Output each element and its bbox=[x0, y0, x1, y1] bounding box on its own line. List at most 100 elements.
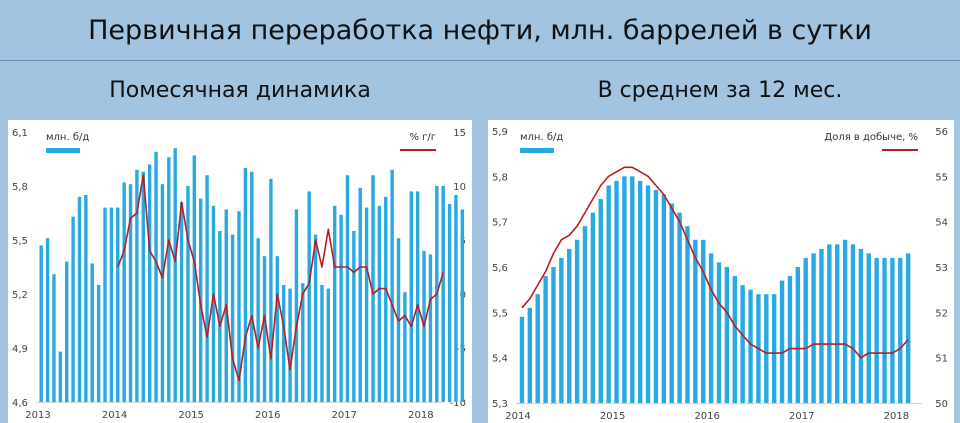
x-tick-label: 2017 bbox=[789, 411, 814, 422]
bar bbox=[84, 195, 88, 402]
bar bbox=[795, 267, 801, 403]
bar bbox=[874, 257, 879, 403]
bar bbox=[827, 244, 832, 403]
y-left-tick-label: 5,5 bbox=[12, 236, 28, 247]
bar bbox=[179, 202, 184, 402]
bar bbox=[154, 151, 158, 402]
right-subtitle: В среднем за 12 мес. bbox=[597, 77, 843, 103]
legend-bar-label: млн. б/д bbox=[520, 132, 563, 143]
bar bbox=[390, 169, 394, 402]
bar bbox=[590, 212, 596, 403]
bar bbox=[543, 276, 548, 403]
bar bbox=[622, 176, 627, 403]
y-left-tick-label: 6,1 bbox=[12, 128, 28, 139]
y-right-tick-label: -10 bbox=[450, 398, 466, 409]
bar bbox=[218, 231, 222, 402]
bar bbox=[447, 204, 452, 402]
bar bbox=[519, 316, 525, 403]
x-tick-label: 2013 bbox=[25, 410, 50, 421]
bar bbox=[567, 248, 572, 403]
left-subtitle: Помесячная динамика bbox=[109, 77, 371, 103]
bar bbox=[787, 276, 793, 403]
y-right-tick-label: 53 bbox=[935, 263, 948, 274]
y-left-tick-label: 5,8 bbox=[12, 182, 28, 193]
bar bbox=[45, 238, 50, 402]
y-left-tick-label: 5,8 bbox=[492, 172, 508, 183]
x-tick-label: 2018 bbox=[408, 410, 433, 421]
bar bbox=[288, 288, 292, 402]
bar bbox=[135, 169, 139, 402]
y-right-tick-label: 54 bbox=[935, 218, 948, 229]
page-title: Первичная переработка нефти, млн. баррел… bbox=[0, 0, 960, 61]
bar bbox=[58, 351, 63, 402]
bar bbox=[339, 214, 343, 402]
bar bbox=[819, 248, 824, 403]
bar bbox=[614, 180, 619, 403]
bar bbox=[771, 294, 777, 403]
bar bbox=[103, 207, 107, 402]
legend-line-label: Доля в добыче, % bbox=[824, 132, 918, 143]
line-series bbox=[117, 174, 444, 382]
y-right-tick-label: 51 bbox=[935, 354, 948, 365]
bar bbox=[677, 212, 682, 403]
bar bbox=[811, 253, 816, 403]
bar bbox=[905, 253, 911, 403]
bar bbox=[167, 157, 171, 402]
bar bbox=[428, 254, 433, 402]
bar bbox=[237, 211, 241, 402]
y-left-tick-label: 5,6 bbox=[492, 263, 508, 274]
bar bbox=[65, 261, 69, 402]
bar bbox=[582, 226, 588, 403]
monthly-chart-panel: 6,15,85,55,24,94,6151050-5-1020132014201… bbox=[8, 120, 472, 423]
bar bbox=[71, 216, 75, 402]
bar bbox=[559, 257, 564, 403]
y-left-tick-label: 5,2 bbox=[12, 290, 28, 301]
bar bbox=[403, 292, 407, 402]
bar bbox=[173, 148, 177, 402]
x-tick-label: 2016 bbox=[694, 411, 719, 422]
x-tick-label: 2015 bbox=[178, 410, 203, 421]
bar bbox=[269, 178, 273, 402]
bar bbox=[779, 280, 785, 403]
bar bbox=[301, 283, 305, 402]
average-chart: 5,9 5,8 5,7 5,6 5,5 5,4 5,3 56 55 54 53 52 51 50 2014 2… bbox=[492, 127, 948, 422]
bar bbox=[211, 205, 216, 402]
line-series bbox=[521, 166, 909, 359]
bar bbox=[415, 191, 420, 402]
legend-bar-swatch bbox=[520, 148, 554, 153]
bar bbox=[669, 203, 674, 403]
y-right-tick-label: 15 bbox=[453, 128, 466, 139]
bar bbox=[256, 238, 260, 402]
bar bbox=[160, 184, 165, 402]
bar bbox=[685, 226, 690, 403]
bar bbox=[116, 207, 120, 402]
bar bbox=[858, 248, 864, 403]
bar bbox=[122, 182, 126, 402]
x-tick-label: 2014 bbox=[505, 411, 530, 422]
bar bbox=[842, 239, 848, 403]
bar bbox=[128, 184, 133, 402]
bar bbox=[96, 285, 101, 402]
bar bbox=[250, 171, 254, 402]
bar bbox=[441, 186, 445, 402]
bar bbox=[326, 288, 331, 402]
bar bbox=[574, 239, 580, 403]
bar bbox=[527, 307, 533, 403]
bar bbox=[371, 175, 375, 402]
bar bbox=[598, 199, 603, 403]
bar bbox=[740, 285, 745, 403]
bar bbox=[186, 186, 190, 402]
bar bbox=[716, 262, 722, 403]
bar bbox=[803, 257, 808, 403]
bar bbox=[352, 231, 356, 402]
bar bbox=[409, 191, 413, 402]
bar bbox=[606, 185, 611, 403]
y-right-tick-label: 52 bbox=[935, 308, 948, 319]
y-right-tick-label: 10 bbox=[453, 182, 466, 193]
y-left-tick-label: 5,3 bbox=[492, 399, 508, 410]
bar bbox=[882, 257, 887, 403]
bar bbox=[90, 263, 94, 402]
y-left-tick-label: 5,7 bbox=[492, 218, 508, 229]
bar bbox=[230, 234, 235, 402]
bar bbox=[294, 209, 299, 402]
